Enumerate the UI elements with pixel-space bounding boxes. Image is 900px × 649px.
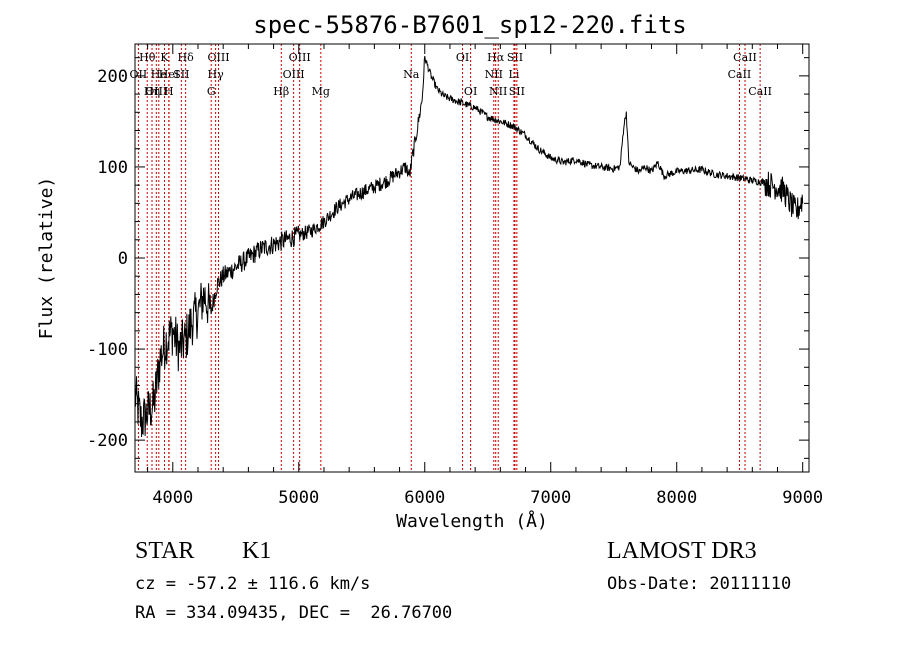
line-label-16: Mg: [312, 85, 330, 98]
line-label-9: SII: [173, 68, 189, 81]
line-label-14: OIII: [289, 51, 311, 64]
line-label-3: He: [151, 68, 167, 81]
y-tick-label-0: -200: [87, 431, 128, 451]
x-tick-label-2: 6000: [404, 488, 445, 508]
y-tick-label-2: 0: [118, 249, 128, 269]
x-tick-label-4: 8000: [656, 488, 697, 508]
x-axis-label: Wavelength (Å): [396, 510, 548, 532]
line-label-26: CaII: [733, 51, 757, 64]
star-class: STAR: [135, 538, 195, 564]
spectral-line-markers: Hθ OII OIII He K Hη HeI H Hδ SII OIII Hγ G Hβ OIII OIII…: [130, 44, 772, 472]
line-label-0: Hθ: [139, 51, 156, 64]
line-label-22: NII: [485, 68, 503, 81]
coordinates-info: RA = 334.09435, DEC = 26.76700: [135, 603, 453, 623]
line-label-2: OIII: [145, 85, 167, 98]
survey-name: LAMOST DR3: [607, 538, 757, 564]
line-label-28: CaII: [748, 85, 772, 98]
line-label-7: H: [164, 85, 174, 98]
x-axis: 4000 5000 6000 7000 8000 9000: [147, 44, 823, 508]
spectrum-series: [134, 55, 804, 438]
line-label-11: Hγ: [208, 68, 225, 81]
line-label-10: OIII: [207, 51, 229, 64]
line-label-4: K: [160, 51, 169, 64]
x-tick-label-3: 7000: [530, 488, 571, 508]
line-label-1: OII: [130, 68, 148, 81]
line-label-23: Li: [509, 68, 520, 81]
line-label-12: G: [207, 85, 216, 98]
x-tick-label-0: 4000: [152, 488, 193, 508]
y-axis: -200 -100 0 100 200: [87, 57, 809, 459]
line-label-15: OIII: [283, 68, 305, 81]
y-tick-label-1: -100: [87, 340, 128, 360]
line-label-13: Hβ: [273, 85, 289, 98]
chart-title: spec-55876-B7601_sp12-220.fits: [253, 11, 686, 39]
line-label-5: Hη: [144, 85, 160, 98]
line-label-27: CaII: [728, 68, 752, 81]
line-label-21: SII: [507, 51, 523, 64]
line-label-25: SII: [509, 85, 525, 98]
star-subclass: K1: [242, 538, 272, 564]
line-label-20: Hα: [487, 51, 505, 64]
line-label-19: OI: [464, 85, 477, 98]
line-label-6: HeI: [159, 68, 179, 81]
line-label-24: NII: [489, 85, 507, 98]
y-axis-label: Flux (relative): [36, 177, 57, 340]
observation-date: Obs-Date: 20111110: [607, 574, 792, 594]
x-tick-label-5: 9000: [782, 488, 823, 508]
redshift-info: cz = -57.2 ± 116.6 km/s: [135, 574, 371, 594]
x-tick-label-1: 5000: [278, 488, 319, 508]
y-tick-label-4: 200: [97, 67, 128, 87]
line-label-17: Na: [403, 68, 420, 81]
line-label-8: Hδ: [178, 51, 195, 64]
line-label-18: OI: [456, 51, 469, 64]
y-tick-label-3: 100: [97, 158, 128, 178]
spectrum-line: [134, 55, 804, 438]
